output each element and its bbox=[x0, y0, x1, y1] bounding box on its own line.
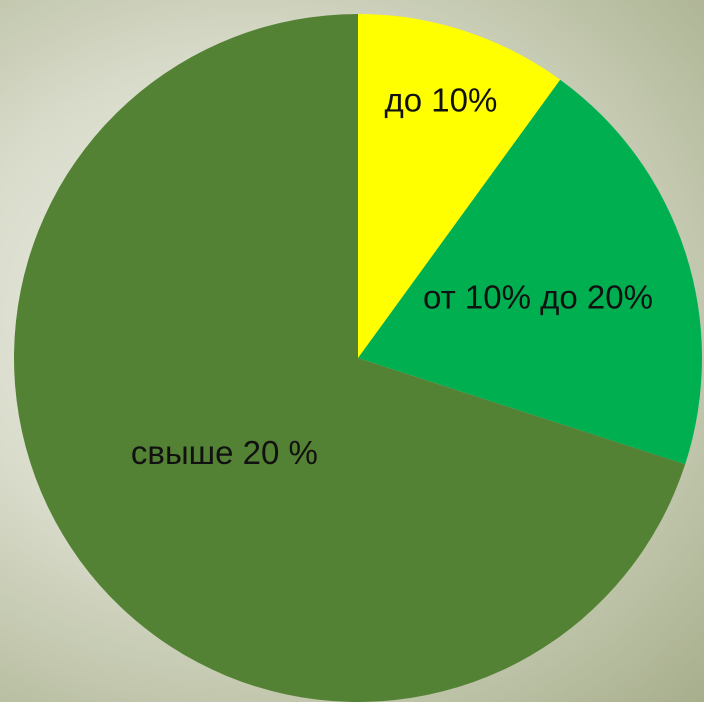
page: {"chart_data": {"type": "pie", "categori… bbox=[0, 0, 704, 702]
chart: до 10% от 10% до 20% свыше 20 % bbox=[0, 0, 704, 702]
slice-label: до 10% bbox=[385, 82, 498, 119]
slice-label: от 10% до 20% bbox=[423, 278, 653, 315]
slice-label: свыше 20 % bbox=[131, 434, 318, 471]
